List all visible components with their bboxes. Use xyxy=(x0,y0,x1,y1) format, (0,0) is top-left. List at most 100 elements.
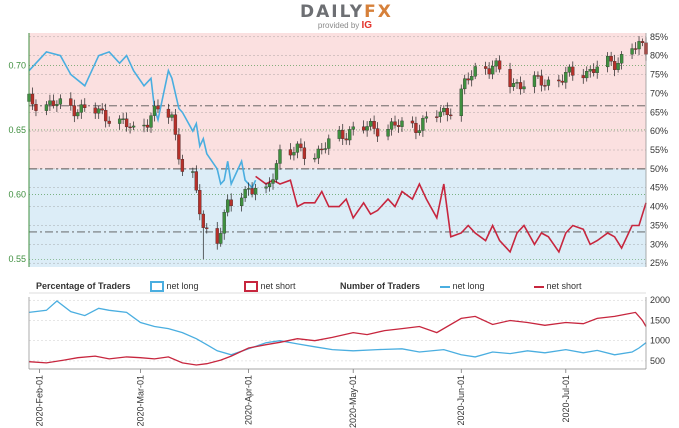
candle-up xyxy=(616,63,620,70)
candle-down xyxy=(410,120,415,124)
candle-down xyxy=(205,227,209,229)
candle-down xyxy=(104,109,108,122)
candle-up xyxy=(606,55,610,68)
candle-down xyxy=(198,190,202,215)
candle-up xyxy=(522,86,526,90)
candle-up xyxy=(417,130,422,133)
candle-down xyxy=(640,41,645,43)
x-axis-tick-label: 2020-Jun-01 xyxy=(456,375,466,426)
candle-down xyxy=(215,228,219,244)
candle-up xyxy=(511,83,516,87)
candle-up xyxy=(222,212,226,234)
candle-up xyxy=(630,48,634,55)
candle-down xyxy=(288,149,293,156)
candle-up xyxy=(131,125,136,128)
candle-up xyxy=(152,105,157,116)
candle-up xyxy=(48,100,52,105)
legend-pct-net-short: net short xyxy=(244,281,296,293)
candle-up xyxy=(191,171,195,173)
right-axis-tick-label: 45% xyxy=(650,183,668,193)
left-axis-tick-label: 0.60 xyxy=(8,190,26,200)
candle-down xyxy=(508,69,512,87)
candle-up xyxy=(470,76,474,81)
candle-up xyxy=(117,118,122,124)
candle-up xyxy=(546,79,551,86)
candle-down xyxy=(571,66,575,76)
brand-provided-by: provided by xyxy=(317,21,360,30)
pct-net-short-line xyxy=(255,175,647,254)
right-axis-tick-label: 50% xyxy=(650,164,668,174)
candle-up xyxy=(142,124,146,127)
candle-up xyxy=(264,186,268,189)
candle-down xyxy=(69,98,73,106)
candle-down xyxy=(483,66,488,69)
candle-down xyxy=(194,171,198,191)
legend-num-net-long: net long xyxy=(440,281,485,291)
bg-net-short-zone xyxy=(29,33,646,169)
candle-up xyxy=(274,163,279,180)
candle-down xyxy=(543,85,547,87)
candle-down xyxy=(361,126,366,131)
candle-up xyxy=(595,66,599,73)
x-axis-tick-label: 2020-Apr-01 xyxy=(244,375,254,425)
candle-down xyxy=(560,80,564,83)
candle-up xyxy=(637,41,641,50)
candle-up xyxy=(271,179,275,184)
candle-down xyxy=(341,130,345,139)
x-axis-tick-label: 2020-Jul-01 xyxy=(561,375,571,423)
candle-up xyxy=(459,88,463,117)
num-net-long-line xyxy=(28,300,647,358)
candle-up xyxy=(278,149,282,164)
right-axis-tick-label: 35% xyxy=(650,220,668,230)
bg-net-long-zone xyxy=(29,168,646,267)
candle-down xyxy=(72,105,76,117)
candle-up xyxy=(490,65,495,75)
candle-down xyxy=(100,108,104,111)
right-axis-tick-label: 25% xyxy=(650,258,668,268)
candle-up xyxy=(348,129,352,141)
candle-up xyxy=(295,143,300,153)
candle-up xyxy=(239,197,244,207)
right-axis-tick-label: 70% xyxy=(650,88,668,98)
candle-down xyxy=(445,108,449,116)
candle-up xyxy=(588,69,592,72)
right-axis-tick-label: 65% xyxy=(650,107,668,117)
right-axis-tick-label: 60% xyxy=(650,126,668,136)
candle-up xyxy=(389,121,394,130)
candle-down xyxy=(592,69,596,73)
candle-up xyxy=(494,60,498,67)
candle-down xyxy=(320,148,324,151)
number-axis-tick-label: 2000 xyxy=(650,295,670,305)
candle-down xyxy=(487,68,491,75)
candle-down xyxy=(34,104,38,111)
candle-up xyxy=(55,104,59,106)
candle-down xyxy=(375,128,380,137)
legend-pct-net-long: net long xyxy=(150,281,199,293)
right-axis-tick-label: 75% xyxy=(650,70,668,80)
candle-down xyxy=(201,213,205,228)
candle-down xyxy=(124,118,129,128)
candle-down xyxy=(128,126,132,129)
candle-up xyxy=(442,108,446,113)
candle-up xyxy=(421,118,425,131)
right-axis-tick-label: 55% xyxy=(650,145,668,155)
candle-down xyxy=(166,108,171,118)
candle-up xyxy=(473,66,477,77)
candle-up xyxy=(619,54,624,64)
candle-up xyxy=(400,120,404,127)
candle-up xyxy=(246,188,251,190)
right-axis-tick-label: 40% xyxy=(650,202,668,212)
candle-down xyxy=(83,104,87,108)
candle-down xyxy=(93,107,97,114)
candle-up xyxy=(149,115,153,128)
candle-down xyxy=(250,188,254,195)
legend-short-swatch xyxy=(244,281,258,293)
candle-down xyxy=(51,100,56,106)
x-axis-tick-label: 2020-Mar-01 xyxy=(136,375,146,427)
brand-provider: IG xyxy=(361,20,373,31)
candle-down xyxy=(107,120,111,124)
x-axis-tick-label: 2020-May-01 xyxy=(348,375,358,428)
candle-up xyxy=(79,104,83,113)
brand-name-left: DAILY xyxy=(300,2,365,22)
number-axis-tick-label: 1500 xyxy=(650,315,670,325)
